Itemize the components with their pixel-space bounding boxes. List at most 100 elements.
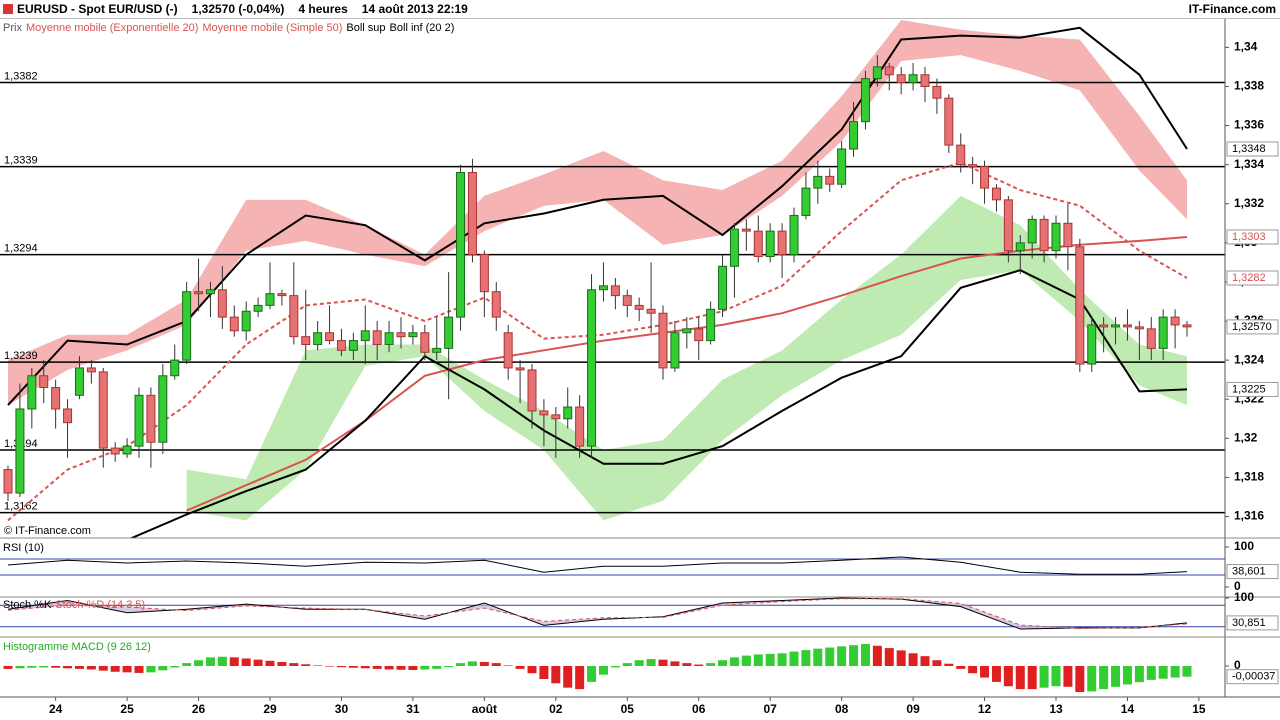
macd-title: Histogramme MACD (9 26 12) [3,641,151,653]
candle-body [1027,218,1037,244]
candle-body [539,410,549,416]
value-box-label: -0,00037 [1232,671,1275,683]
macd-bar [718,660,728,666]
candle-body [1122,324,1132,328]
y-tick-label: 1,332 [1234,196,1264,210]
macd-bar [1170,666,1180,678]
value-box-label: 1,3348 [1232,143,1266,155]
macd-bar [456,663,466,666]
candle-body [1146,328,1156,349]
candle-body [63,408,73,424]
band [186,195,1188,521]
candle-body [1039,218,1049,252]
macd-bar [146,666,156,673]
x-tick-label: 25 [120,702,134,716]
candle-body [1182,324,1192,328]
macd-bar [277,661,287,666]
period: 4 heures [298,2,348,16]
macd-bar [658,659,668,666]
candle-body [670,332,680,369]
macd-bar [372,666,382,669]
macd-bar [3,666,13,669]
candle-body [217,289,227,318]
macd-bar [51,666,61,668]
candle-body [39,375,49,388]
y-tick-label: 100 [1234,539,1254,553]
legend: Prix Moyenne mobile (Exponentielle 20) Moy… [3,21,458,35]
macd-bar [646,659,656,666]
candle-body [741,228,751,232]
macd-bar [491,663,501,666]
candle-body [253,304,263,312]
macd-bar [444,666,454,668]
candle-body [920,74,930,87]
value-box-label: 1,3225 [1232,383,1266,395]
candle-body [456,171,466,318]
candle-body [622,295,632,306]
macd-bar [1003,666,1013,687]
candle-body [753,230,763,258]
macd-bar [777,653,787,666]
macd-bar [706,663,716,666]
candle-body [634,304,644,310]
macd-bar [991,666,1001,682]
macd-bar [896,650,906,666]
candle-body [408,332,418,338]
candle-body [1170,316,1180,326]
macd-bar [694,664,704,666]
candle-body [384,332,394,345]
macd-bar [1111,666,1121,687]
candle-body [1111,324,1121,328]
candle-body [896,74,906,84]
candle-body [479,254,489,293]
macd-bar [217,656,227,666]
candle-body [1099,324,1109,328]
legend-item: Stoch %D (14 3 5) [55,599,146,611]
x-tick-label: 09 [906,702,920,716]
candle-body [694,328,704,342]
candle-body [289,295,299,338]
macd-bar [74,666,84,669]
candle-body [1015,242,1025,252]
macd-bar [622,663,632,666]
legend-item: Boll inf (20 2) [389,22,455,34]
x-tick-label: 24 [49,702,63,716]
value-box-label: 38,601 [1232,565,1266,577]
candle-body [313,332,323,345]
axes: © IT-Finance.com 1,3161,3181,321,3221,32… [0,19,1280,716]
candle-body [1134,326,1144,330]
macd-bar [539,666,549,679]
candle-body [503,332,513,369]
x-tick-label: 02 [549,702,563,716]
macd-bar [860,644,870,666]
candle-body [265,293,275,306]
macd-bar [420,666,430,670]
y-tick-label: 0 [1234,658,1241,672]
macd-bar [801,650,811,666]
rsi-title: RSI (10) [3,542,44,554]
macd-bar [753,654,763,666]
x-tick-label: 13 [1049,702,1063,716]
macd-bar [325,666,335,667]
value-box [1226,564,1279,580]
x-tick-label: 31 [406,702,420,716]
macd-bar [1075,666,1085,692]
candle-body [15,408,25,494]
icon [3,4,13,14]
candle-body [158,375,168,443]
level-label: 1,3294 [4,242,38,254]
macd-bar [122,666,132,673]
macd-bar [741,655,751,666]
candle-body [956,144,966,166]
macd-bar [1015,666,1025,690]
candle-body [860,78,870,123]
macd-bar [980,666,990,678]
candle-body [277,293,287,297]
candle-body [682,328,692,334]
macd-bar [825,647,835,666]
macd-bar [336,666,346,668]
value-box-label: 1,3303 [1232,231,1266,243]
value-box [1226,381,1279,397]
candle-body [718,265,728,310]
macd-bar [27,666,37,668]
